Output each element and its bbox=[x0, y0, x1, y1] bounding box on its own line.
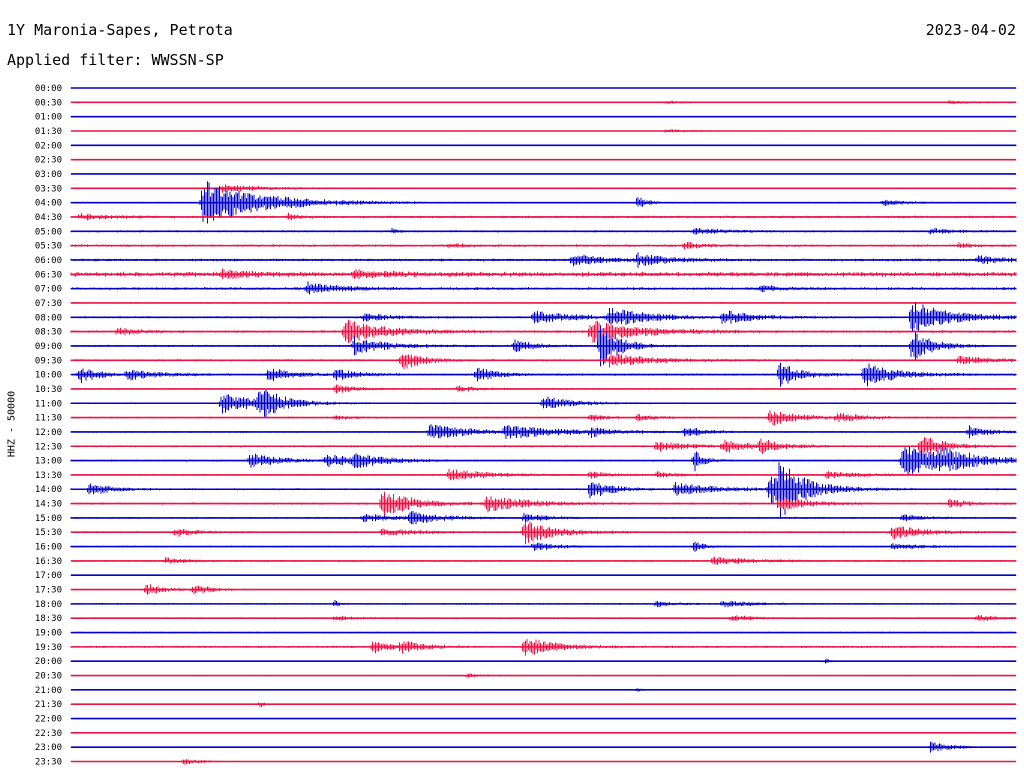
row-time-label: 19:00 bbox=[35, 629, 62, 639]
row-time-label: 06:30 bbox=[35, 270, 62, 280]
row-time-label: 22:00 bbox=[35, 715, 62, 725]
row-time-label: 11:00 bbox=[35, 399, 62, 409]
station-title: 1Y Maronia-Sapes, Petrota bbox=[7, 21, 233, 39]
row-time-label: 02:30 bbox=[35, 156, 62, 166]
row-time-label: 04:00 bbox=[35, 199, 62, 209]
row-time-label: 15:30 bbox=[35, 528, 62, 538]
row-time-label: 03:00 bbox=[35, 170, 62, 180]
row-time-label: 16:00 bbox=[35, 543, 62, 553]
row-time-label: 21:30 bbox=[35, 700, 62, 710]
row-time-label: 11:30 bbox=[35, 414, 62, 424]
row-time-label: 10:00 bbox=[35, 371, 62, 381]
row-time-label: 15:00 bbox=[35, 514, 62, 524]
row-time-label: 05:00 bbox=[35, 227, 62, 237]
row-time-label: 23:30 bbox=[35, 758, 62, 768]
row-time-label: 22:30 bbox=[35, 729, 62, 739]
row-time-label: 07:30 bbox=[35, 299, 62, 309]
row-time-label: 21:00 bbox=[35, 686, 62, 696]
row-time-label: 20:30 bbox=[35, 672, 62, 682]
filter-label: Applied filter: WWSSN-SP bbox=[7, 51, 224, 69]
row-time-label: 12:30 bbox=[35, 442, 62, 452]
row-time-label: 23:00 bbox=[35, 743, 62, 753]
row-time-label: 14:00 bbox=[35, 485, 62, 495]
row-time-label: 13:30 bbox=[35, 471, 62, 481]
row-time-label: 20:00 bbox=[35, 657, 62, 667]
row-time-label: 08:00 bbox=[35, 313, 62, 323]
row-time-label: 09:00 bbox=[35, 342, 62, 352]
trace-group bbox=[70, 87, 1017, 765]
row-time-label: 10:30 bbox=[35, 385, 62, 395]
plot-date: 2023-04-02 bbox=[925, 21, 1016, 39]
row-time-label: 06:00 bbox=[35, 256, 62, 266]
row-time-label: 01:00 bbox=[35, 113, 62, 123]
row-time-label: 01:30 bbox=[35, 127, 62, 137]
row-time-label: 19:30 bbox=[35, 643, 62, 653]
trace-row bbox=[70, 437, 1017, 460]
row-time-label: 05:30 bbox=[35, 242, 62, 252]
row-time-label: 08:30 bbox=[35, 328, 62, 338]
row-time-label: 16:30 bbox=[35, 557, 62, 567]
row-time-label: 09:30 bbox=[35, 356, 62, 366]
row-time-label: 18:30 bbox=[35, 614, 62, 624]
row-time-label: 12:00 bbox=[35, 428, 62, 438]
row-time-label: 14:30 bbox=[35, 500, 62, 510]
row-time-label: 00:00 bbox=[35, 84, 62, 94]
row-time-label: 17:00 bbox=[35, 571, 62, 581]
time-label-group: 00:00 00:30 01:00 01:30 02:00 02:30 03:00 03:30… bbox=[35, 84, 62, 768]
row-time-label: 17:30 bbox=[35, 586, 62, 596]
row-time-label: 13:00 bbox=[35, 457, 62, 467]
row-time-label: 03:30 bbox=[35, 184, 62, 194]
row-time-label: 07:00 bbox=[35, 285, 62, 295]
row-time-label: 18:00 bbox=[35, 600, 62, 610]
row-time-label: 04:30 bbox=[35, 213, 62, 223]
row-time-label: 00:30 bbox=[35, 98, 62, 108]
row-time-label: 02:00 bbox=[35, 141, 62, 151]
